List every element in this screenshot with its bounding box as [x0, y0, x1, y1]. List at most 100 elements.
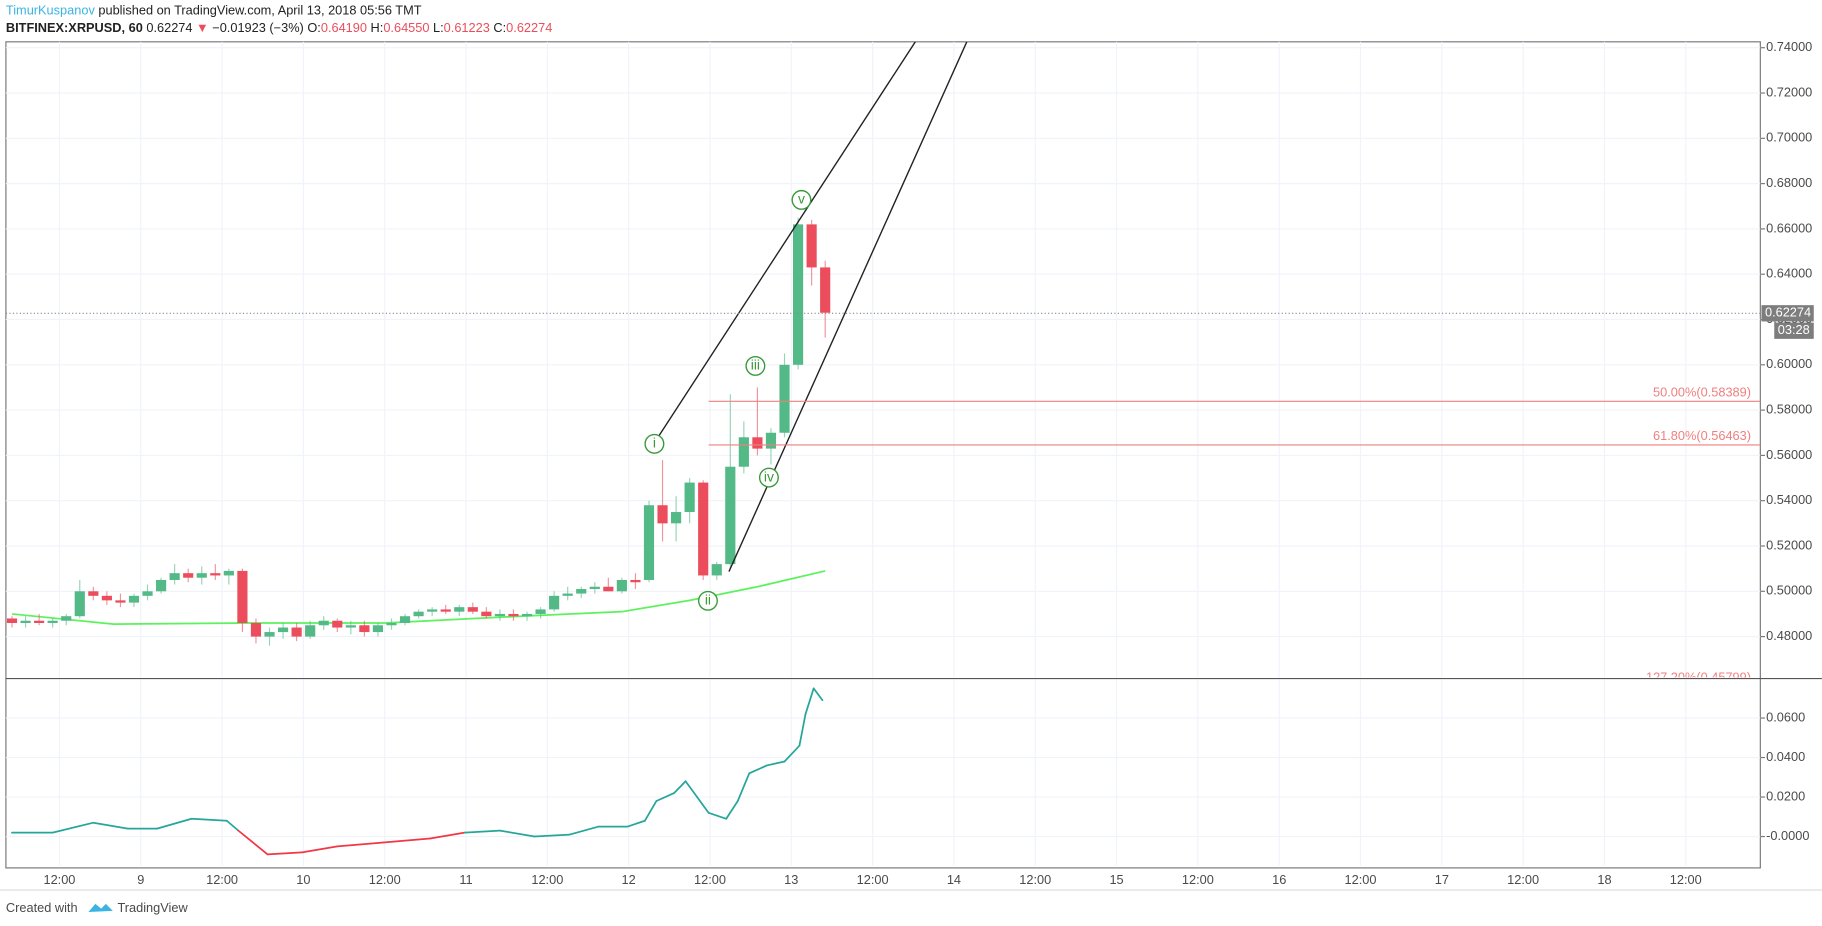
candle-body — [386, 623, 397, 626]
price: 0.62274 — [146, 20, 192, 35]
wave-label: v — [798, 191, 805, 207]
candle-body — [156, 579, 167, 592]
oscillator-segment — [499, 829, 536, 838]
candle-body — [88, 591, 99, 596]
candle-body — [684, 482, 695, 513]
oscillator-segment — [783, 744, 801, 763]
oscillator-segment — [190, 817, 228, 822]
fib-label: 61.80%(0.56463) — [1653, 428, 1751, 443]
ohlc-label: L: — [433, 20, 444, 35]
y-tick-label: 0.60000 — [1766, 356, 1812, 371]
wave-label: ii — [705, 591, 711, 607]
candle-body — [711, 564, 722, 576]
candle-body — [237, 570, 248, 624]
x-tick-label: 12:00 — [1507, 872, 1539, 887]
oscillator-segment — [336, 841, 385, 848]
candle-body — [399, 616, 411, 624]
ohlc: O:0.64190 H:0.64550 L:0.61223 C:0.62274 — [307, 20, 552, 35]
candle-body — [332, 620, 343, 628]
candle-body — [291, 627, 302, 637]
trend-line — [653, 41, 916, 444]
oscillator-segment — [644, 800, 658, 822]
candle-body — [725, 466, 736, 565]
candle-body — [467, 607, 478, 612]
candle-body — [549, 595, 560, 610]
wave-circle — [644, 433, 665, 454]
symbol: BITFINEX:XRPUSD, 60 — [6, 20, 143, 35]
fib-label: 127.20%(0.45799) — [1646, 670, 1751, 685]
candle-body — [47, 620, 58, 624]
x-tick-label: 18 — [1597, 872, 1611, 887]
oscillator-segment — [51, 821, 95, 834]
ohlc-label: C: — [493, 20, 506, 35]
y-tick-label: 0.48000 — [1766, 628, 1812, 643]
candle-body — [210, 573, 221, 576]
candle-body — [576, 589, 587, 594]
x-tick-label: 11 — [459, 872, 472, 887]
candle-body — [657, 505, 668, 524]
wave-circle — [758, 467, 779, 488]
x-tick-label: 12:00 — [531, 872, 563, 887]
oscillator — [11, 687, 824, 856]
candle-body — [481, 611, 492, 617]
candle-body — [562, 593, 573, 596]
tv-logo — [88, 903, 113, 913]
candle-body — [738, 437, 749, 467]
x-tick-label: 17 — [1435, 872, 1449, 887]
y-tick-label: 0.52000 — [1766, 537, 1812, 552]
oscillator-segment — [568, 825, 600, 836]
moving-average — [11, 570, 826, 626]
candle-body — [454, 607, 465, 612]
x-tick-label: 12:00 — [1019, 872, 1051, 887]
candle-body — [521, 613, 533, 617]
oscillator-segment — [655, 792, 675, 802]
oscillator-segment — [463, 829, 501, 834]
candle-body — [101, 595, 112, 601]
candle-body — [345, 625, 356, 628]
candle-body — [427, 609, 438, 612]
x-tick-label: 9 — [137, 872, 144, 887]
oscillator-segment — [804, 687, 815, 715]
candle-body — [142, 591, 153, 596]
oscillator-segment — [766, 760, 786, 767]
oscillator-segment — [266, 851, 303, 856]
x-tick-label: 15 — [1109, 872, 1123, 887]
change-arrow: ▼ — [196, 20, 209, 35]
candle-body — [589, 586, 600, 590]
x-tick-label: 12:00 — [206, 872, 238, 887]
author[interactable]: TimurKuspanov — [6, 3, 96, 18]
footer-brand[interactable]: TradingView — [117, 900, 188, 915]
y-tick-label: 0.66000 — [1766, 220, 1812, 235]
candle-body — [359, 625, 370, 633]
candle-body — [806, 224, 817, 268]
candle-body — [34, 620, 45, 624]
x-tick-label: 12:00 — [43, 872, 75, 887]
change: −0.01923 (−3%) — [212, 20, 304, 35]
candle-body — [779, 364, 790, 433]
x-tick-label: 12 — [622, 872, 636, 887]
candle-body — [765, 432, 777, 449]
x-tick-label: 12:00 — [857, 872, 889, 887]
y-tick-label: 0.54000 — [1766, 492, 1812, 507]
footer-text: Created with — [6, 900, 78, 915]
y-tick-label: 0.0200 — [1766, 788, 1805, 803]
candle-body — [616, 579, 627, 592]
x-tick-label: 12:00 — [1345, 872, 1377, 887]
oscillator-segment — [748, 764, 768, 775]
ohlc-value: 0.62274 — [506, 20, 552, 35]
ohlc-value: 0.64550 — [383, 20, 429, 35]
candle-body — [61, 616, 72, 621]
ohlc-value: 0.61223 — [444, 20, 490, 35]
countdown: 03:28 — [1778, 322, 1810, 337]
ohlc-value: 0.64190 — [321, 20, 367, 35]
x-tick-label: 10 — [296, 872, 310, 887]
x-tick-label: 12:00 — [369, 872, 401, 887]
candle-body — [630, 579, 641, 583]
candle-body — [494, 613, 505, 617]
candle-body — [223, 570, 234, 576]
candle-body — [372, 625, 384, 633]
wave-label: iii — [751, 357, 760, 373]
x-tick-label: 14 — [947, 872, 961, 887]
